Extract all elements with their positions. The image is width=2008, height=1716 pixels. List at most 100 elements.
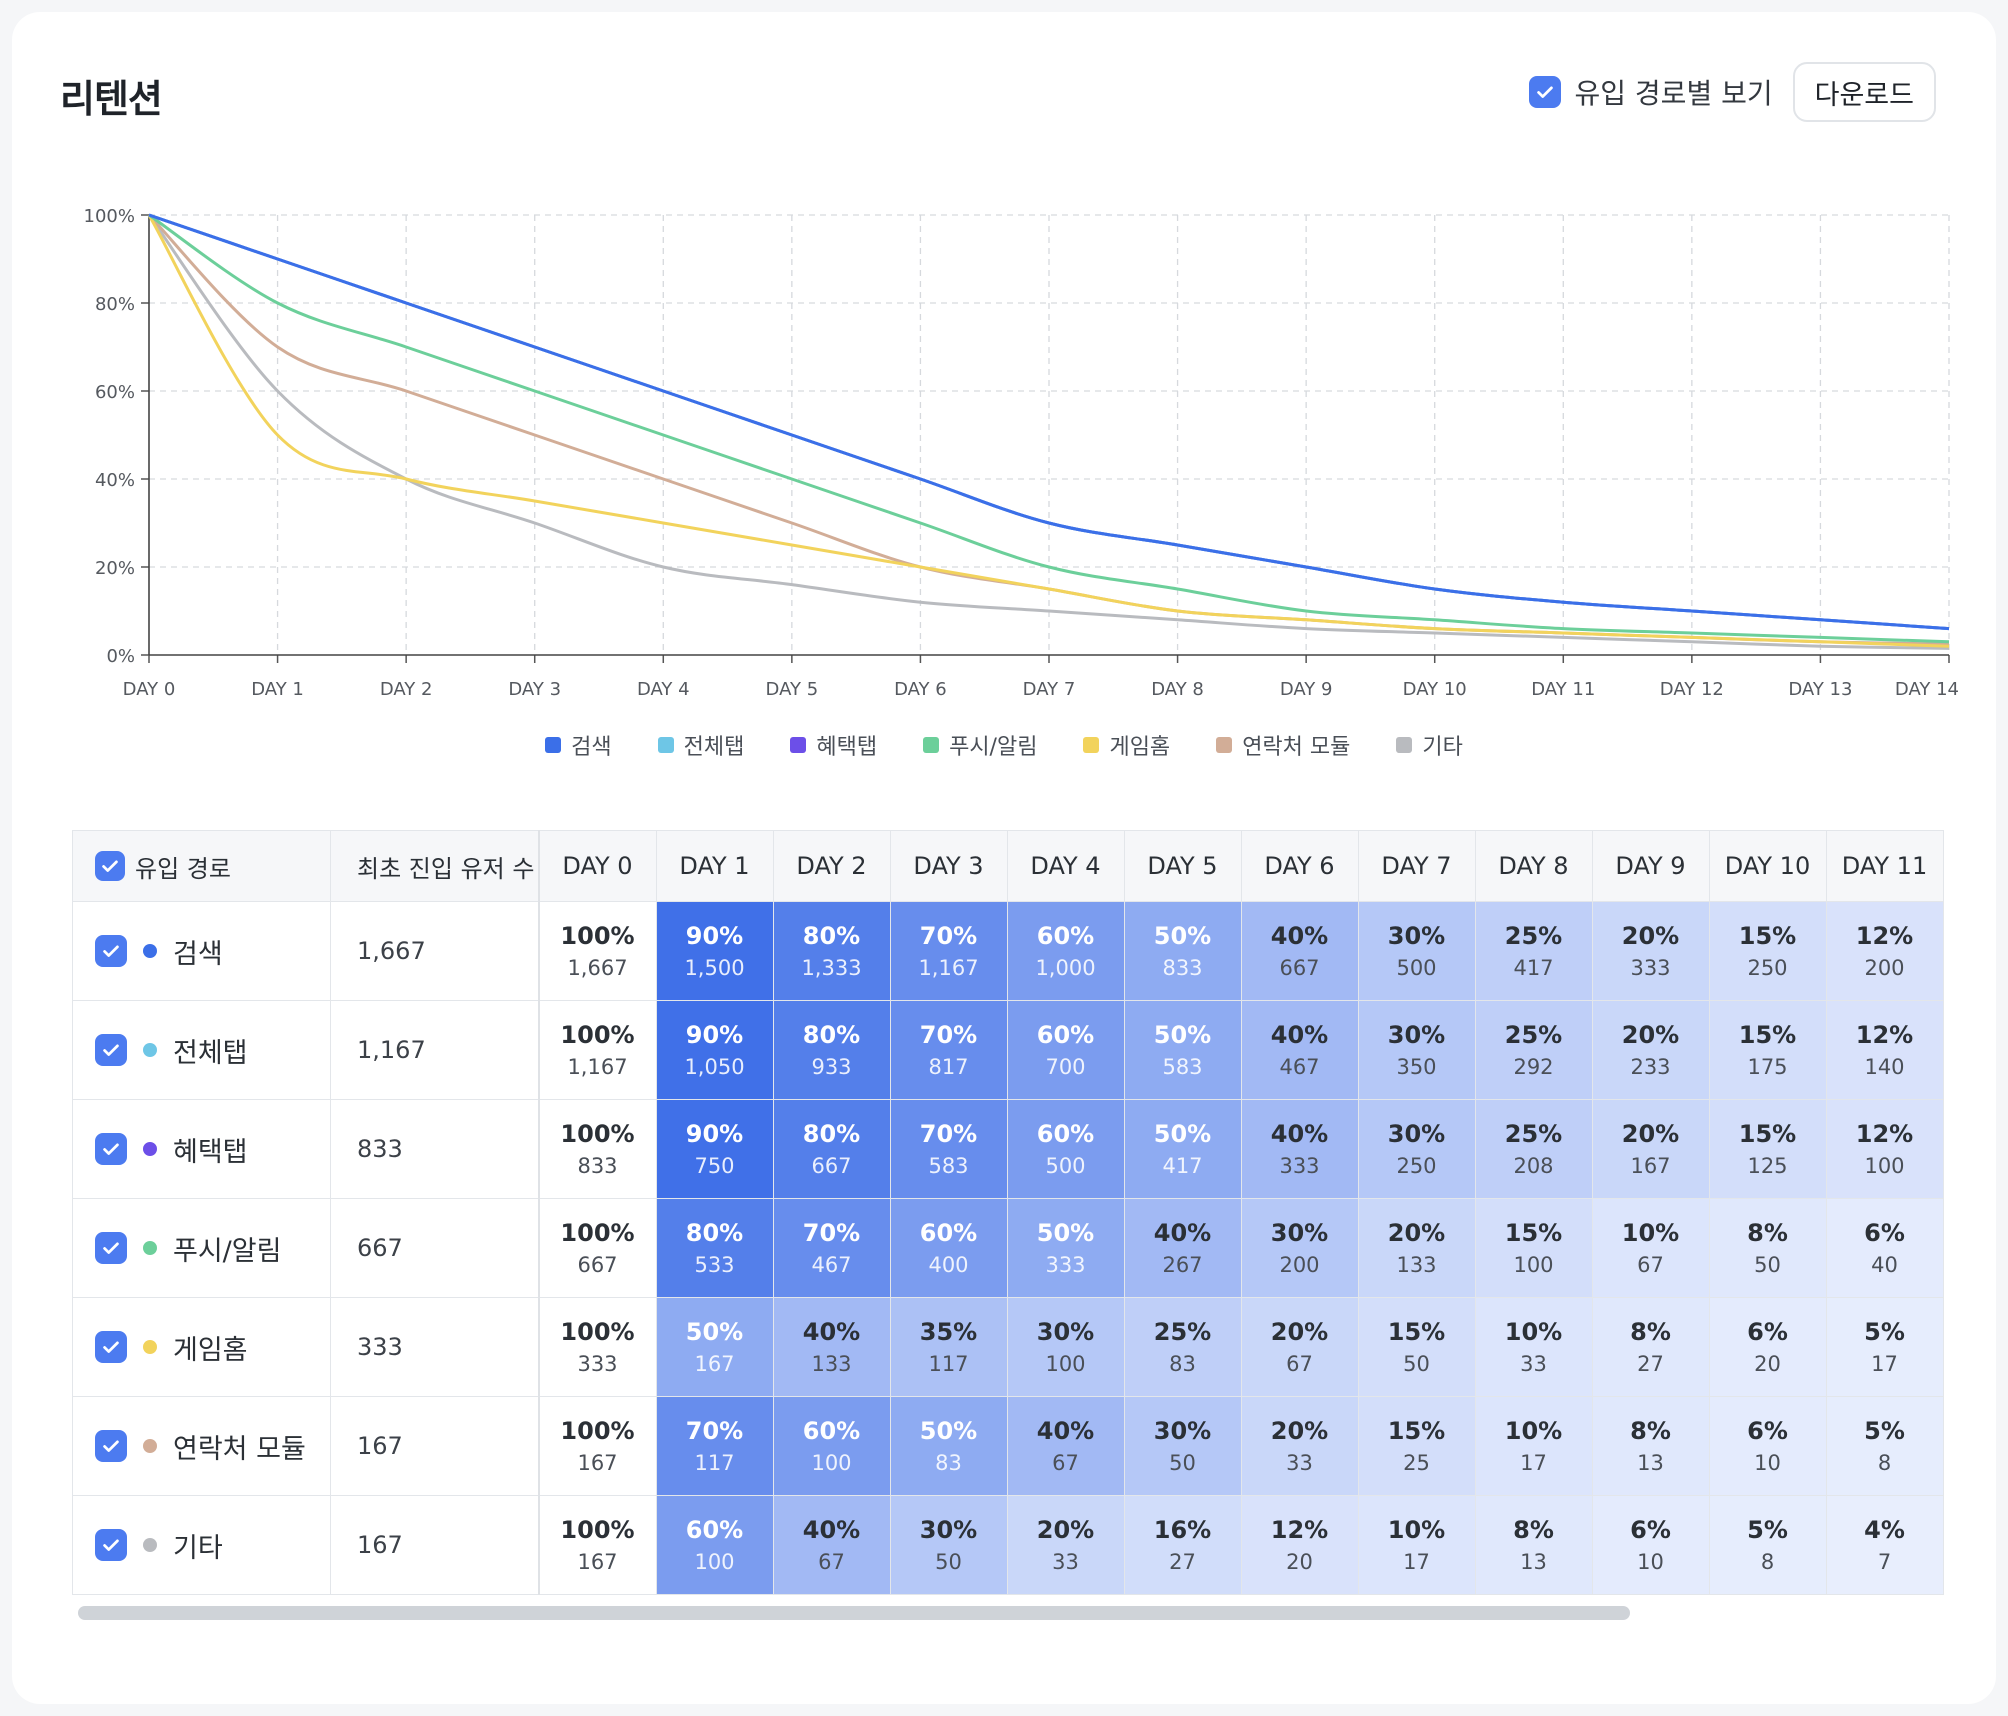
retention-cell: 40% 667: [1240, 901, 1359, 1001]
retention-percent: 20%: [1387, 1219, 1446, 1247]
retention-count: 333: [1045, 1253, 1086, 1277]
retention-cell: 20% 33: [1240, 1396, 1359, 1496]
retention-percent: 80%: [685, 1219, 744, 1247]
retention-count: 13: [1520, 1550, 1547, 1574]
retention-percent: 20%: [1621, 1021, 1680, 1049]
retention-percent: 15%: [1387, 1318, 1446, 1346]
retention-count: 175: [1747, 1055, 1788, 1079]
series-line-3: [148, 213, 1950, 644]
header-day: DAY 1: [655, 830, 774, 902]
retention-percent: 90%: [685, 922, 744, 950]
retention-percent: 8%: [1747, 1219, 1788, 1247]
retention-percent: 50%: [1036, 1219, 1095, 1247]
row-checkbox-icon[interactable]: [95, 1232, 127, 1264]
retention-count: 140: [1864, 1055, 1905, 1079]
legend-swatch: [1083, 737, 1100, 753]
retention-percent: 50%: [1153, 1120, 1212, 1148]
x-tick-label: DAY 11: [1531, 679, 1595, 700]
retention-cell: 100% 667: [538, 1198, 657, 1298]
select-all-checkbox-icon[interactable]: [95, 851, 125, 881]
retention-count: 267: [1162, 1253, 1203, 1277]
retention-count: 17: [1871, 1352, 1898, 1376]
legend-swatch: [923, 737, 940, 753]
retention-cell: 30% 350: [1357, 1000, 1476, 1100]
retention-cell: 40% 333: [1240, 1099, 1359, 1199]
download-button[interactable]: 다운로드: [1792, 62, 1936, 122]
retention-cell: 50% 833: [1123, 901, 1242, 1001]
x-tick-label: DAY 1: [251, 679, 304, 700]
retention-percent: 6%: [1747, 1417, 1788, 1445]
retention-cell: 80% 667: [772, 1099, 891, 1199]
retention-cell: 6% 10: [1591, 1495, 1710, 1595]
retention-table-container[interactable]: 유입 경로 최초 진입 유저 수 DAY 0 DAY 1 DAY 2 DAY 3 DAY…: [72, 830, 1959, 1598]
users-cell: 833: [330, 1099, 540, 1199]
row-checkbox-icon[interactable]: [95, 1430, 127, 1462]
retention-cell: 8% 50: [1708, 1198, 1827, 1298]
retention-count: 8: [1877, 1451, 1892, 1475]
retention-cell: 25% 417: [1474, 901, 1593, 1001]
retention-cell: 15% 100: [1474, 1198, 1593, 1298]
retention-cell: 70% 583: [889, 1099, 1008, 1199]
retention-count: 250: [1747, 956, 1788, 980]
x-tick-label: DAY 9: [1280, 679, 1333, 700]
retention-count: 100: [1045, 1352, 1086, 1376]
legend-item[interactable]: 검색: [545, 729, 612, 761]
retention-cell: 100% 1,667: [538, 901, 657, 1001]
legend-label: 혜택탭: [816, 735, 878, 760]
users-cell: 667: [330, 1198, 540, 1298]
header-day: DAY 10: [1708, 830, 1827, 902]
retention-count: 700: [1045, 1055, 1086, 1079]
legend-item[interactable]: 게임홈: [1083, 729, 1170, 761]
retention-cell: 16% 27: [1123, 1495, 1242, 1595]
legend-item[interactable]: 푸시/알림: [923, 729, 1037, 761]
horizontal-scrollbar[interactable]: [78, 1606, 1630, 1620]
row-checkbox-icon[interactable]: [95, 1034, 127, 1066]
x-tick-label: DAY 4: [637, 679, 690, 700]
row-checkbox-icon[interactable]: [95, 1529, 127, 1561]
retention-cell: 30% 50: [1123, 1396, 1242, 1496]
header-day: DAY 6: [1240, 830, 1359, 902]
retention-cell: 80% 533: [655, 1198, 774, 1298]
header-day: DAY 5: [1123, 830, 1242, 902]
row-checkbox-icon[interactable]: [95, 935, 127, 967]
view-by-path-toggle[interactable]: 유입 경로별 보기: [1528, 72, 1773, 112]
header-day: DAY 0: [538, 830, 657, 902]
retention-percent: 100%: [560, 1120, 635, 1148]
retention-percent: 30%: [1153, 1417, 1212, 1445]
retention-percent: 8%: [1630, 1417, 1671, 1445]
retention-cell: 12% 140: [1825, 1000, 1944, 1100]
retention-count: 83: [1169, 1352, 1196, 1376]
row-checkbox-icon[interactable]: [95, 1331, 127, 1363]
path-name: 혜택탭: [173, 1136, 248, 1168]
retention-cell: 60% 500: [1006, 1099, 1125, 1199]
retention-percent: 60%: [802, 1417, 861, 1445]
legend-item[interactable]: 기타: [1396, 729, 1463, 761]
legend-swatch: [1396, 737, 1413, 753]
series-dot: [143, 1340, 157, 1354]
series-line-4: [147, 214, 1950, 648]
users-cell: 167: [330, 1396, 540, 1496]
x-tick-label: DAY 13: [1788, 679, 1852, 700]
checkbox-icon[interactable]: [1528, 76, 1561, 108]
retention-percent: 4%: [1864, 1516, 1905, 1544]
legend-item[interactable]: 혜택탭: [790, 729, 877, 761]
retention-cell: 20% 233: [1591, 1000, 1710, 1100]
retention-percent: 10%: [1504, 1318, 1563, 1346]
row-checkbox-icon[interactable]: [95, 1133, 127, 1165]
legend-item[interactable]: 전체탭: [657, 729, 744, 761]
retention-percent: 70%: [685, 1417, 744, 1445]
retention-count: 667: [811, 1154, 852, 1178]
top-controls: 유입 경로별 보기 다운로드: [1528, 62, 1936, 122]
path-cell: 검색: [72, 901, 331, 1001]
series-dot: [143, 1538, 157, 1552]
header-day: DAY 2: [772, 830, 891, 902]
legend-label: 연락처 모듈: [1242, 735, 1351, 760]
retention-cell: 6% 10: [1708, 1396, 1827, 1496]
retention-percent: 12%: [1270, 1516, 1329, 1544]
header-users: 최초 진입 유저 수: [330, 830, 540, 902]
retention-percent: 50%: [685, 1318, 744, 1346]
users-cell: 333: [330, 1297, 540, 1397]
retention-count: 417: [1162, 1154, 1203, 1178]
legend-item[interactable]: 연락처 모듈: [1216, 729, 1350, 761]
retention-cell: 20% 333: [1591, 901, 1710, 1001]
